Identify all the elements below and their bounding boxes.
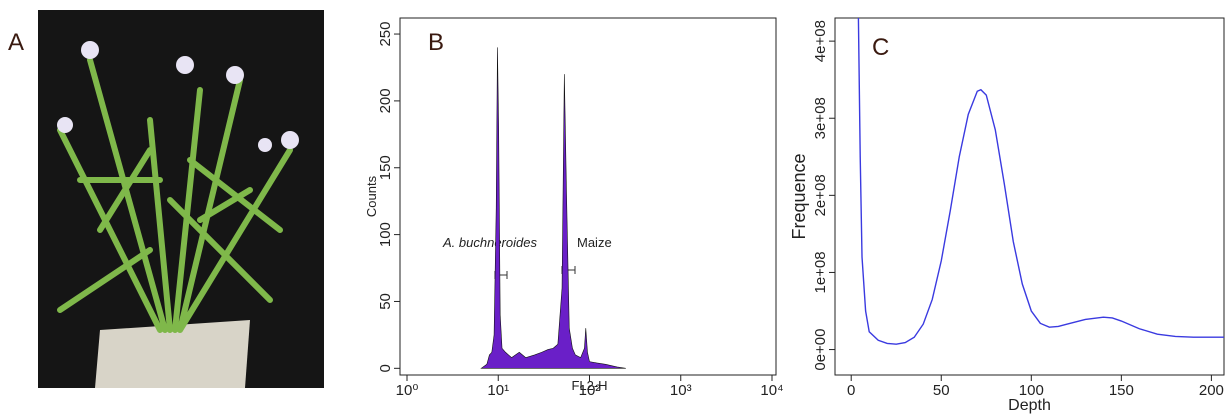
y-tick-label: 1e+08 [812,251,829,293]
panel-label: C [872,34,889,61]
plant [57,57,293,333]
x-tick-label: 0 [847,382,855,399]
area [480,47,626,369]
x-tick-label: 50 [933,382,950,399]
plot-frame [399,17,777,376]
y-axis-label: Counts [364,175,379,217]
y-tick-label: 4e+08 [812,20,829,62]
x-tick-label: 10⁰ [396,382,419,399]
y-tick-label: 250 [377,22,394,47]
line [857,18,1224,345]
x-tick-label: 10³ [670,382,692,399]
flowers [57,41,299,152]
panel-label: B [428,29,444,56]
x-tick-label: 150 [1109,382,1134,399]
y-tick-label: 3e+08 [812,97,829,139]
y-tick-label: 2e+08 [812,174,829,216]
panel-label: A [8,29,24,56]
y-tick-label: 150 [377,155,394,180]
pot [95,320,250,388]
plot-area [480,47,626,369]
y-tick-label: 200 [377,88,394,113]
y-tick-label: 100 [377,222,394,247]
y-axis-label: Frequence [789,153,809,239]
x-tick-label: 10⁴ [760,382,783,399]
x-tick-label: 10² [579,382,601,399]
plot-frame [834,17,1225,376]
x-tick-label: 10¹ [487,382,509,399]
y-tick-label: 0 [377,364,394,372]
x-axis-label: FL2-H [571,378,607,393]
y-tick-label: 0e+00 [812,328,829,370]
plot-area [857,18,1224,345]
photo: A [8,10,324,388]
annotation: A. buchneroides [442,235,537,250]
x-tick-label: 200 [1199,382,1224,399]
x-tick-label: 100 [1019,382,1044,399]
annotation: Maize [577,235,612,250]
y-tick-label: 50 [377,293,394,310]
x-axis-label: Depth [1008,397,1051,414]
